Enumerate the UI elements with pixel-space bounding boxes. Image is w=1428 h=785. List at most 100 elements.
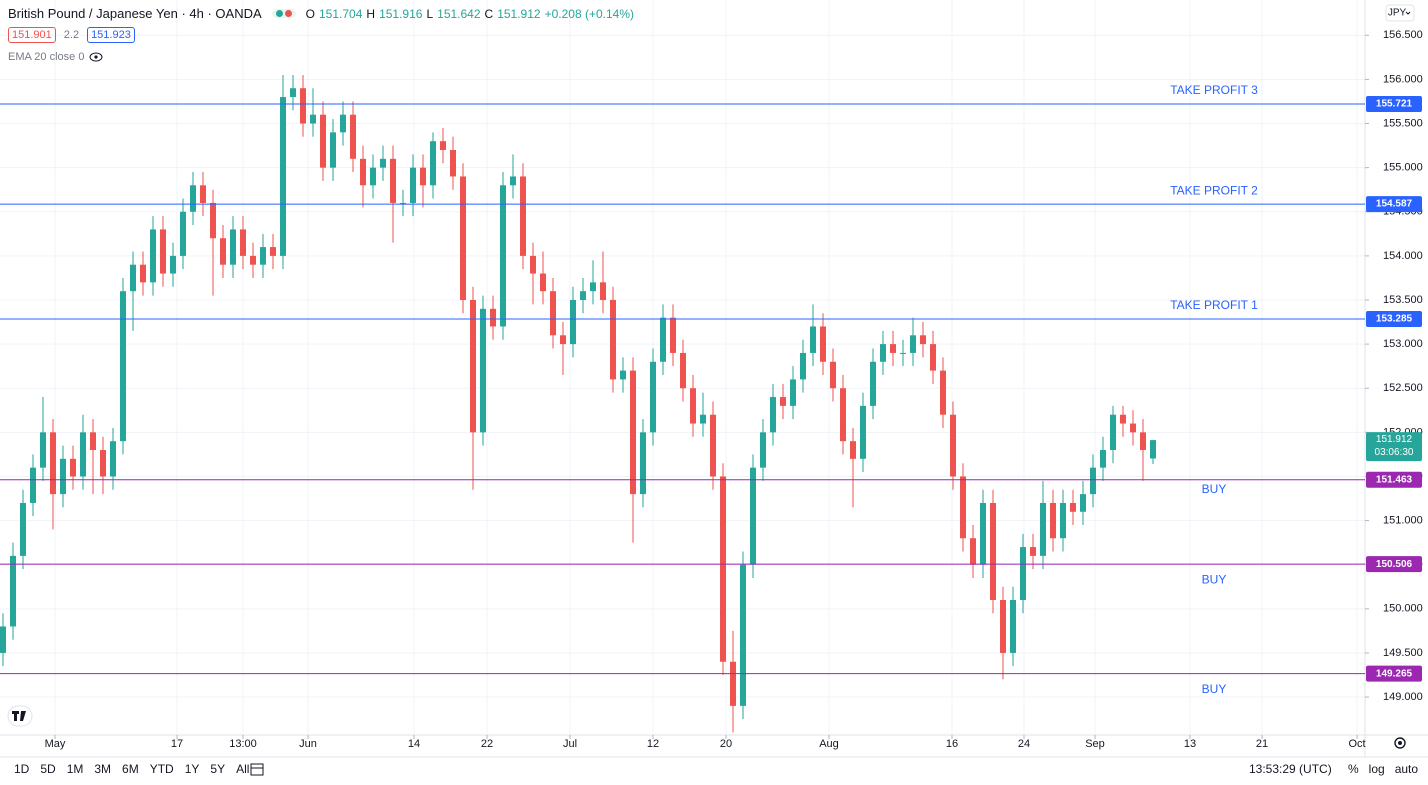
- tv-logo: [7, 705, 33, 727]
- candle-body: [200, 185, 206, 203]
- ohlc-value: 151.642: [437, 6, 481, 21]
- candle-body: [280, 97, 286, 256]
- settings-icon[interactable]: [1394, 737, 1406, 749]
- candle-body: [150, 229, 156, 283]
- level-tag-label: 149.265: [1376, 668, 1413, 679]
- level-tag: [1366, 310, 1422, 327]
- currency-button[interactable]: [1385, 4, 1415, 22]
- candle-body: [620, 370, 626, 380]
- candle-body: [70, 458, 76, 477]
- candle-body: [640, 432, 646, 495]
- level-tag-label: 153.285: [1376, 314, 1413, 325]
- candle-body: [800, 352, 806, 380]
- calendar-icon[interactable]: [250, 763, 264, 776]
- level-label: BUY: [1202, 482, 1227, 496]
- candle-body: [1150, 440, 1156, 459]
- x-tick-label: 12: [647, 738, 659, 750]
- candle-body: [780, 397, 786, 406]
- price-tag-label: 151.912: [1376, 434, 1413, 445]
- candle-body: [660, 317, 666, 362]
- candle-body: [560, 335, 566, 345]
- candle-body: [10, 555, 16, 627]
- eye-icon[interactable]: [88, 52, 104, 62]
- candle-body: [700, 414, 706, 424]
- legend-row: British Pound / Japanese Yen · 4h · OAND…: [8, 6, 634, 21]
- ohlc-value: 151.704: [319, 6, 363, 21]
- candle-body: [210, 202, 216, 239]
- candle-body: [550, 291, 556, 336]
- candle-body: [370, 167, 376, 186]
- x-tick-label: 24: [1018, 738, 1030, 750]
- ohlc-label: H: [366, 6, 376, 21]
- currency: JPY: [1388, 8, 1407, 19]
- x-tick-label: 20: [720, 738, 732, 750]
- range-button[interactable]: 3M: [94, 762, 112, 776]
- candle-body: [720, 476, 726, 662]
- status-icons: [271, 9, 296, 18]
- ohlc-value: 151.916: [379, 6, 423, 21]
- x-tick-label: Jul: [563, 738, 577, 750]
- candle-body: [90, 432, 96, 450]
- ask[interactable]: 151.923: [87, 27, 135, 43]
- range-button[interactable]: 5Y: [210, 762, 226, 776]
- candle-body: [320, 114, 326, 168]
- level-label: BUY: [1202, 682, 1227, 696]
- x-tick-label: Sep: [1085, 738, 1105, 750]
- level-tag: [1366, 196, 1422, 213]
- candle-body: [1110, 414, 1116, 450]
- dropdown-arrow: [1405, 11, 1411, 15]
- candle-body: [1120, 414, 1126, 424]
- candle-body: [890, 344, 896, 353]
- candle-body: [870, 361, 876, 406]
- time: 13:53:29 (UTC): [1249, 762, 1332, 776]
- candle-body: [420, 167, 426, 186]
- range-button[interactable]: 1Y: [184, 762, 200, 776]
- candle-body: [860, 405, 866, 459]
- candle-body: [650, 361, 656, 433]
- price-tag: [1366, 432, 1422, 462]
- scale-option[interactable]: auto: [1394, 762, 1419, 776]
- candle-body: [490, 308, 496, 327]
- spread: 2.2: [63, 29, 80, 41]
- candle-body: [710, 414, 716, 477]
- candle-body: [810, 326, 816, 353]
- candle-body: [1070, 502, 1076, 512]
- scale-option[interactable]: log: [1368, 762, 1385, 776]
- level-tag: [1366, 556, 1422, 573]
- candle-body: [50, 432, 56, 495]
- range-buttons: 1D 5D 1M 3M 6M YTD 1Y 5Y All: [14, 762, 249, 776]
- level-label: BUY: [1202, 572, 1227, 586]
- range-button[interactable]: 1M: [66, 762, 84, 776]
- change: +0.208 (+0.14%): [544, 6, 634, 21]
- candle-body: [1050, 502, 1056, 539]
- level-label: TAKE PROFIT 3: [1170, 83, 1258, 97]
- range-button[interactable]: All: [236, 762, 250, 776]
- y-tick-label: 150.000: [1383, 603, 1423, 615]
- candle-body: [630, 370, 636, 495]
- range-button[interactable]: 5D: [40, 762, 56, 776]
- candle-body: [440, 141, 446, 150]
- candle-body: [1030, 547, 1036, 556]
- y-tick-label: 151.000: [1383, 514, 1423, 526]
- range-button[interactable]: 1D: [14, 762, 30, 776]
- scale-option[interactable]: %: [1348, 762, 1359, 776]
- range-button[interactable]: 6M: [122, 762, 139, 776]
- candle-body: [250, 255, 256, 265]
- candle-body: [0, 626, 6, 653]
- y-tick-label: 149.500: [1383, 647, 1423, 659]
- candle-body: [930, 344, 936, 371]
- range-button[interactable]: YTD: [149, 762, 174, 776]
- indicator: EMA 20 close 0: [8, 51, 85, 63]
- candle-body: [850, 441, 856, 459]
- grid: [0, 0, 1365, 735]
- candle-body: [790, 379, 796, 406]
- candle-body: [240, 229, 246, 256]
- candle-body: [230, 229, 236, 265]
- y-tick-label: 149.000: [1383, 691, 1423, 703]
- x-tick-label: 22: [481, 738, 493, 750]
- candle-body: [20, 502, 26, 556]
- candle-body: [380, 158, 386, 168]
- bid[interactable]: 151.901: [8, 27, 56, 43]
- candle-body: [130, 264, 136, 292]
- candle-body: [940, 370, 946, 415]
